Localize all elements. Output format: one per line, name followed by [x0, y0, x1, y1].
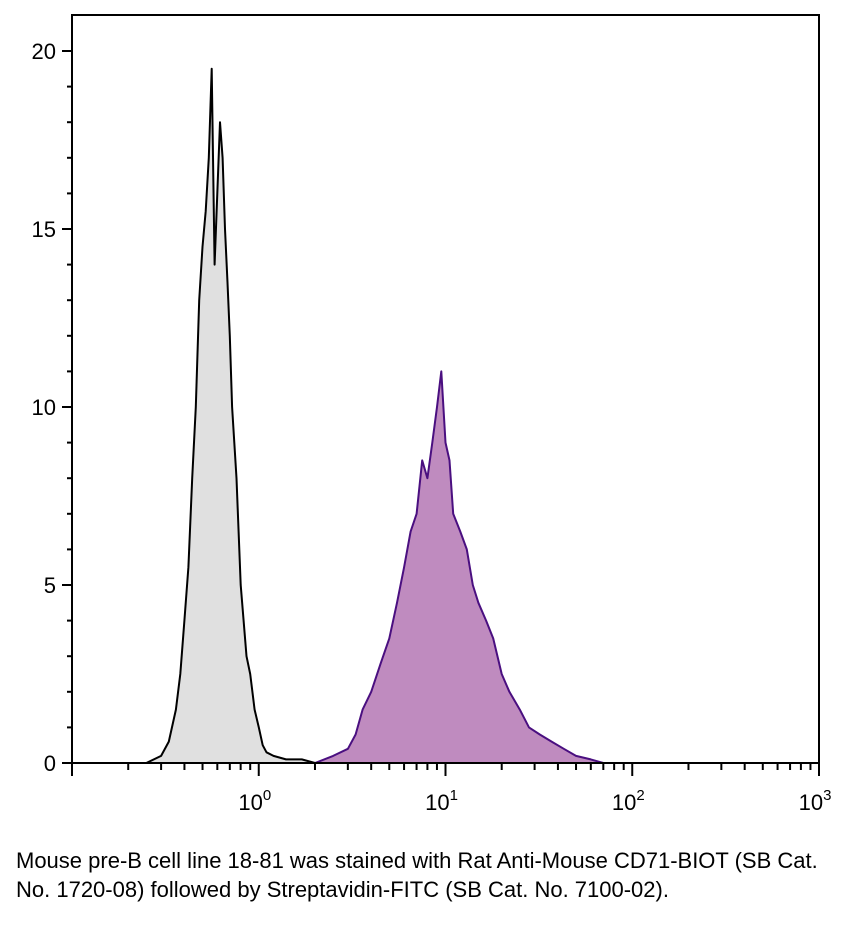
figure-caption: Mouse pre-B cell line 18-81 was stained … [16, 848, 818, 902]
y-tick-label: 15 [32, 217, 56, 242]
y-tick-label: 10 [32, 395, 56, 420]
y-tick-label: 5 [44, 573, 56, 598]
x-tick-label: 103 [799, 787, 832, 815]
x-tick-label: 102 [612, 787, 645, 815]
x-tick-label: 100 [238, 787, 271, 815]
histogram-line-2 [314, 370, 604, 764]
histogram-line-1 [145, 67, 316, 764]
series-layer [145, 67, 604, 764]
y-tick-label: 20 [32, 39, 56, 64]
axis-layer: 0 5 10 15 20 100 101 102 103 [32, 39, 832, 815]
y-tick-label: 0 [44, 751, 56, 776]
histogram-fill-2 [315, 371, 604, 763]
histogram-chart: 0 5 10 15 20 100 101 102 103 [32, 14, 832, 815]
x-tick-label: 101 [425, 787, 458, 815]
histogram-fill-1 [146, 68, 315, 764]
